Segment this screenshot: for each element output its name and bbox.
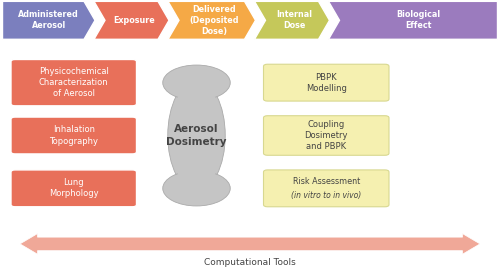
- Text: Aerosol
Dosimetry: Aerosol Dosimetry: [166, 124, 227, 147]
- Text: Risk Assessment: Risk Assessment: [292, 177, 360, 186]
- Polygon shape: [168, 1, 256, 39]
- FancyBboxPatch shape: [264, 64, 389, 101]
- Text: Computational Tools: Computational Tools: [204, 258, 296, 267]
- Text: (in vitro to in vivo): (in vitro to in vivo): [291, 191, 362, 200]
- Text: Inhalation
Topography: Inhalation Topography: [49, 125, 98, 146]
- Text: Delivered
(Deposited
Dose): Delivered (Deposited Dose): [190, 5, 240, 36]
- Polygon shape: [2, 1, 95, 39]
- Text: Lung
Morphology: Lung Morphology: [49, 178, 98, 198]
- Ellipse shape: [168, 80, 225, 191]
- Ellipse shape: [163, 171, 230, 206]
- Polygon shape: [254, 1, 330, 39]
- Polygon shape: [328, 1, 498, 39]
- Text: Coupling
Dosimetry
and PBPK: Coupling Dosimetry and PBPK: [304, 120, 348, 151]
- FancyBboxPatch shape: [11, 170, 136, 207]
- Text: PBPK
Modelling: PBPK Modelling: [306, 73, 346, 93]
- Text: Internal
Dose: Internal Dose: [276, 10, 313, 30]
- Text: Administered
Aerosol: Administered Aerosol: [18, 10, 79, 30]
- FancyBboxPatch shape: [264, 170, 389, 207]
- Text: Biological
Effect: Biological Effect: [396, 10, 440, 30]
- FancyBboxPatch shape: [11, 117, 136, 154]
- Polygon shape: [20, 234, 480, 254]
- FancyBboxPatch shape: [264, 116, 389, 155]
- Text: Physicochemical
Characterization
of Aerosol: Physicochemical Characterization of Aero…: [39, 67, 108, 98]
- Text: Exposure: Exposure: [114, 16, 155, 25]
- Polygon shape: [94, 1, 169, 39]
- Ellipse shape: [169, 83, 224, 188]
- Ellipse shape: [163, 65, 230, 100]
- FancyBboxPatch shape: [11, 60, 136, 106]
